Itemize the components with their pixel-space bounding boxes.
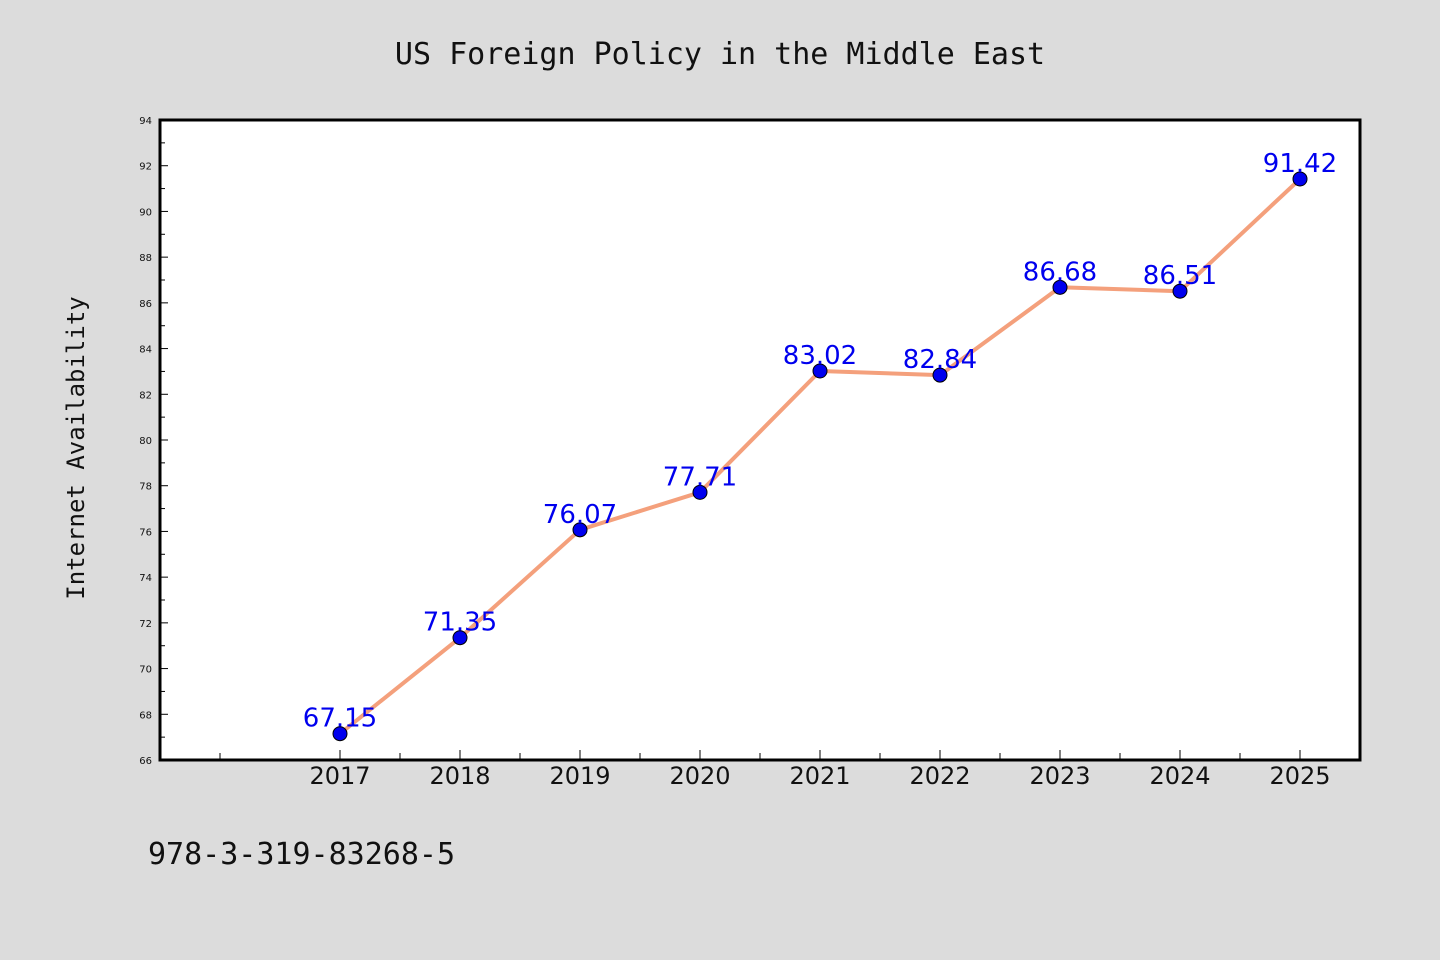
y-tick-label: 84 bbox=[139, 345, 152, 356]
x-tick-label: 2021 bbox=[789, 762, 850, 790]
data-point bbox=[332, 726, 348, 742]
x-tick-label: 2018 bbox=[429, 762, 490, 790]
x-tick-label: 2024 bbox=[1149, 762, 1210, 790]
y-tick-label: 86 bbox=[139, 299, 152, 310]
data-label: 83.02 bbox=[783, 341, 857, 371]
y-tick-label: 76 bbox=[139, 527, 152, 538]
data-label: 77.71 bbox=[663, 462, 737, 492]
y-tick-label: 94 bbox=[139, 116, 152, 127]
plot-frame bbox=[158, 118, 1362, 762]
y-tick-label: 80 bbox=[139, 436, 152, 447]
y-tick-label: 88 bbox=[139, 253, 152, 264]
data-markers bbox=[332, 171, 1308, 742]
x-tick-label: 2022 bbox=[909, 762, 970, 790]
y-tick-label: 74 bbox=[139, 573, 152, 584]
x-axis: 2017 2018 2019 2020 2021 2022 2023 2024 2025 bbox=[219, 750, 1331, 790]
data-label: 71.35 bbox=[423, 608, 497, 638]
data-label: 82.84 bbox=[903, 345, 977, 375]
y-tick-label: 66 bbox=[139, 756, 152, 767]
y-tick-label: 70 bbox=[139, 665, 152, 676]
y-tick-label: 72 bbox=[139, 619, 152, 630]
x-tick-label: 2019 bbox=[549, 762, 610, 790]
data-point bbox=[1052, 279, 1068, 295]
isbn-text: 978-3-319-83268-5 bbox=[148, 837, 455, 872]
plot-area bbox=[160, 120, 1360, 760]
data-label: 67.15 bbox=[303, 704, 377, 734]
data-label: 76.07 bbox=[543, 500, 617, 530]
y-tick-label: 90 bbox=[139, 207, 152, 218]
data-label: 86.68 bbox=[1023, 257, 1097, 287]
x-tick-label: 2020 bbox=[669, 762, 730, 790]
data-point bbox=[932, 367, 948, 383]
y-axis: 66 68 70 72 74 76 78 80 82 84 86 88 90 92 94 bbox=[139, 116, 168, 767]
x-tick-label: 2023 bbox=[1029, 762, 1090, 790]
y-tick-label: 68 bbox=[139, 710, 152, 721]
data-label: 91.42 bbox=[1263, 149, 1337, 179]
y-tick-label: 82 bbox=[139, 390, 152, 401]
y-axis-label: Internet Availability bbox=[62, 296, 90, 599]
data-labels: 67.15 71.35 76.07 77.71 83.02 82.84 86.68 86.51… bbox=[303, 149, 1337, 734]
x-tick-label: 2025 bbox=[1269, 762, 1330, 790]
data-point bbox=[452, 630, 468, 646]
data-label: 86.51 bbox=[1143, 261, 1217, 291]
data-point bbox=[812, 363, 828, 379]
chart-title: US Foreign Policy in the Middle East bbox=[395, 37, 1045, 72]
data-point bbox=[572, 522, 588, 538]
y-tick-label: 78 bbox=[139, 482, 152, 493]
data-point bbox=[692, 484, 708, 500]
y-tick-label: 92 bbox=[139, 162, 152, 173]
data-point bbox=[1292, 171, 1308, 187]
x-tick-label: 2017 bbox=[309, 762, 370, 790]
data-point bbox=[1172, 283, 1188, 299]
